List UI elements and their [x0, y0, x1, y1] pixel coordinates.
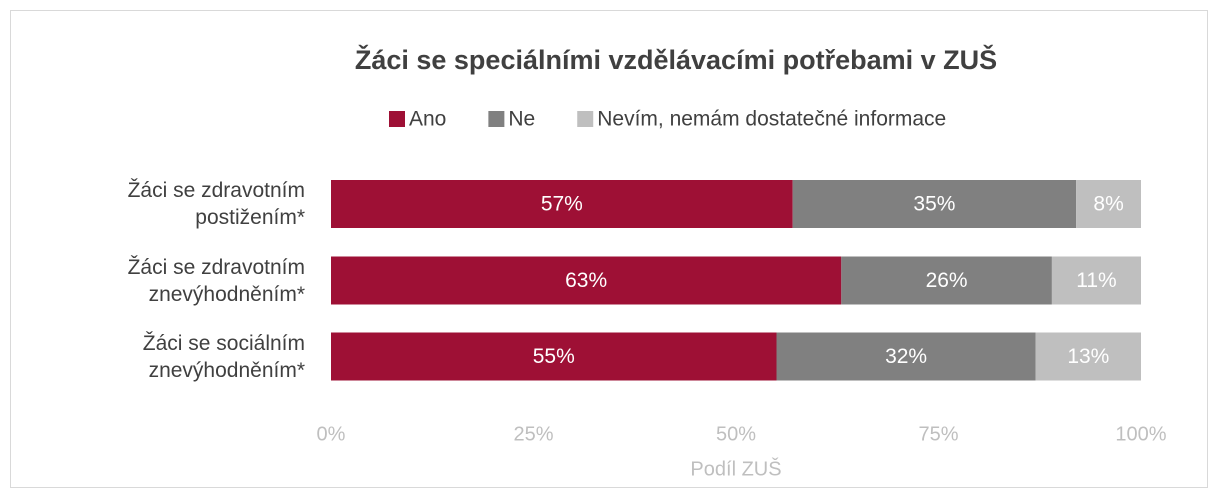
chart-border [10, 10, 1208, 488]
bar-segment [1035, 332, 1141, 381]
x-tick-label: 75% [918, 423, 958, 445]
data-label: 55% [533, 345, 575, 368]
data-label: 8% [1093, 193, 1123, 216]
data-label: 26% [926, 269, 968, 292]
bar-segment [331, 332, 777, 381]
bar-segment [792, 180, 1077, 228]
data-label: 32% [885, 345, 927, 368]
x-tick-label: 25% [513, 423, 553, 445]
x-tick-label: 50% [716, 423, 756, 445]
category-label: Žáci se sociálním znevýhodněním* [142, 331, 305, 382]
bar-segment [1051, 256, 1141, 305]
bar-segment [776, 332, 1036, 381]
legend-swatch [488, 111, 505, 127]
x-axis-label: Podíl ZUŠ [690, 457, 781, 480]
x-tick-label: 100% [1115, 423, 1166, 445]
bar-segment [1076, 180, 1141, 228]
x-tick-label: 0% [317, 423, 346, 445]
data-label: 63% [565, 269, 607, 292]
legend-swatch [577, 111, 594, 127]
category-label: Žáci se zdravotním znevýhodněním* [127, 255, 305, 306]
bar-segment [841, 256, 1052, 305]
bar-segment [331, 256, 842, 305]
data-label: 57% [541, 193, 583, 216]
data-label: 35% [913, 193, 955, 216]
legend-label: Ne [508, 108, 535, 131]
legend-label: Nevím, nemám dostatečné informace [597, 108, 946, 131]
category-label: Žáci se zdravotním postižením* [127, 179, 305, 229]
legend-label: Ano [409, 108, 446, 131]
data-label: 13% [1067, 345, 1109, 368]
legend-swatch [389, 111, 405, 127]
bar-segment [331, 180, 793, 228]
chart-title: Žáci se speciálními vzdělávacími potřeba… [355, 44, 997, 75]
data-label: 11% [1076, 269, 1116, 292]
